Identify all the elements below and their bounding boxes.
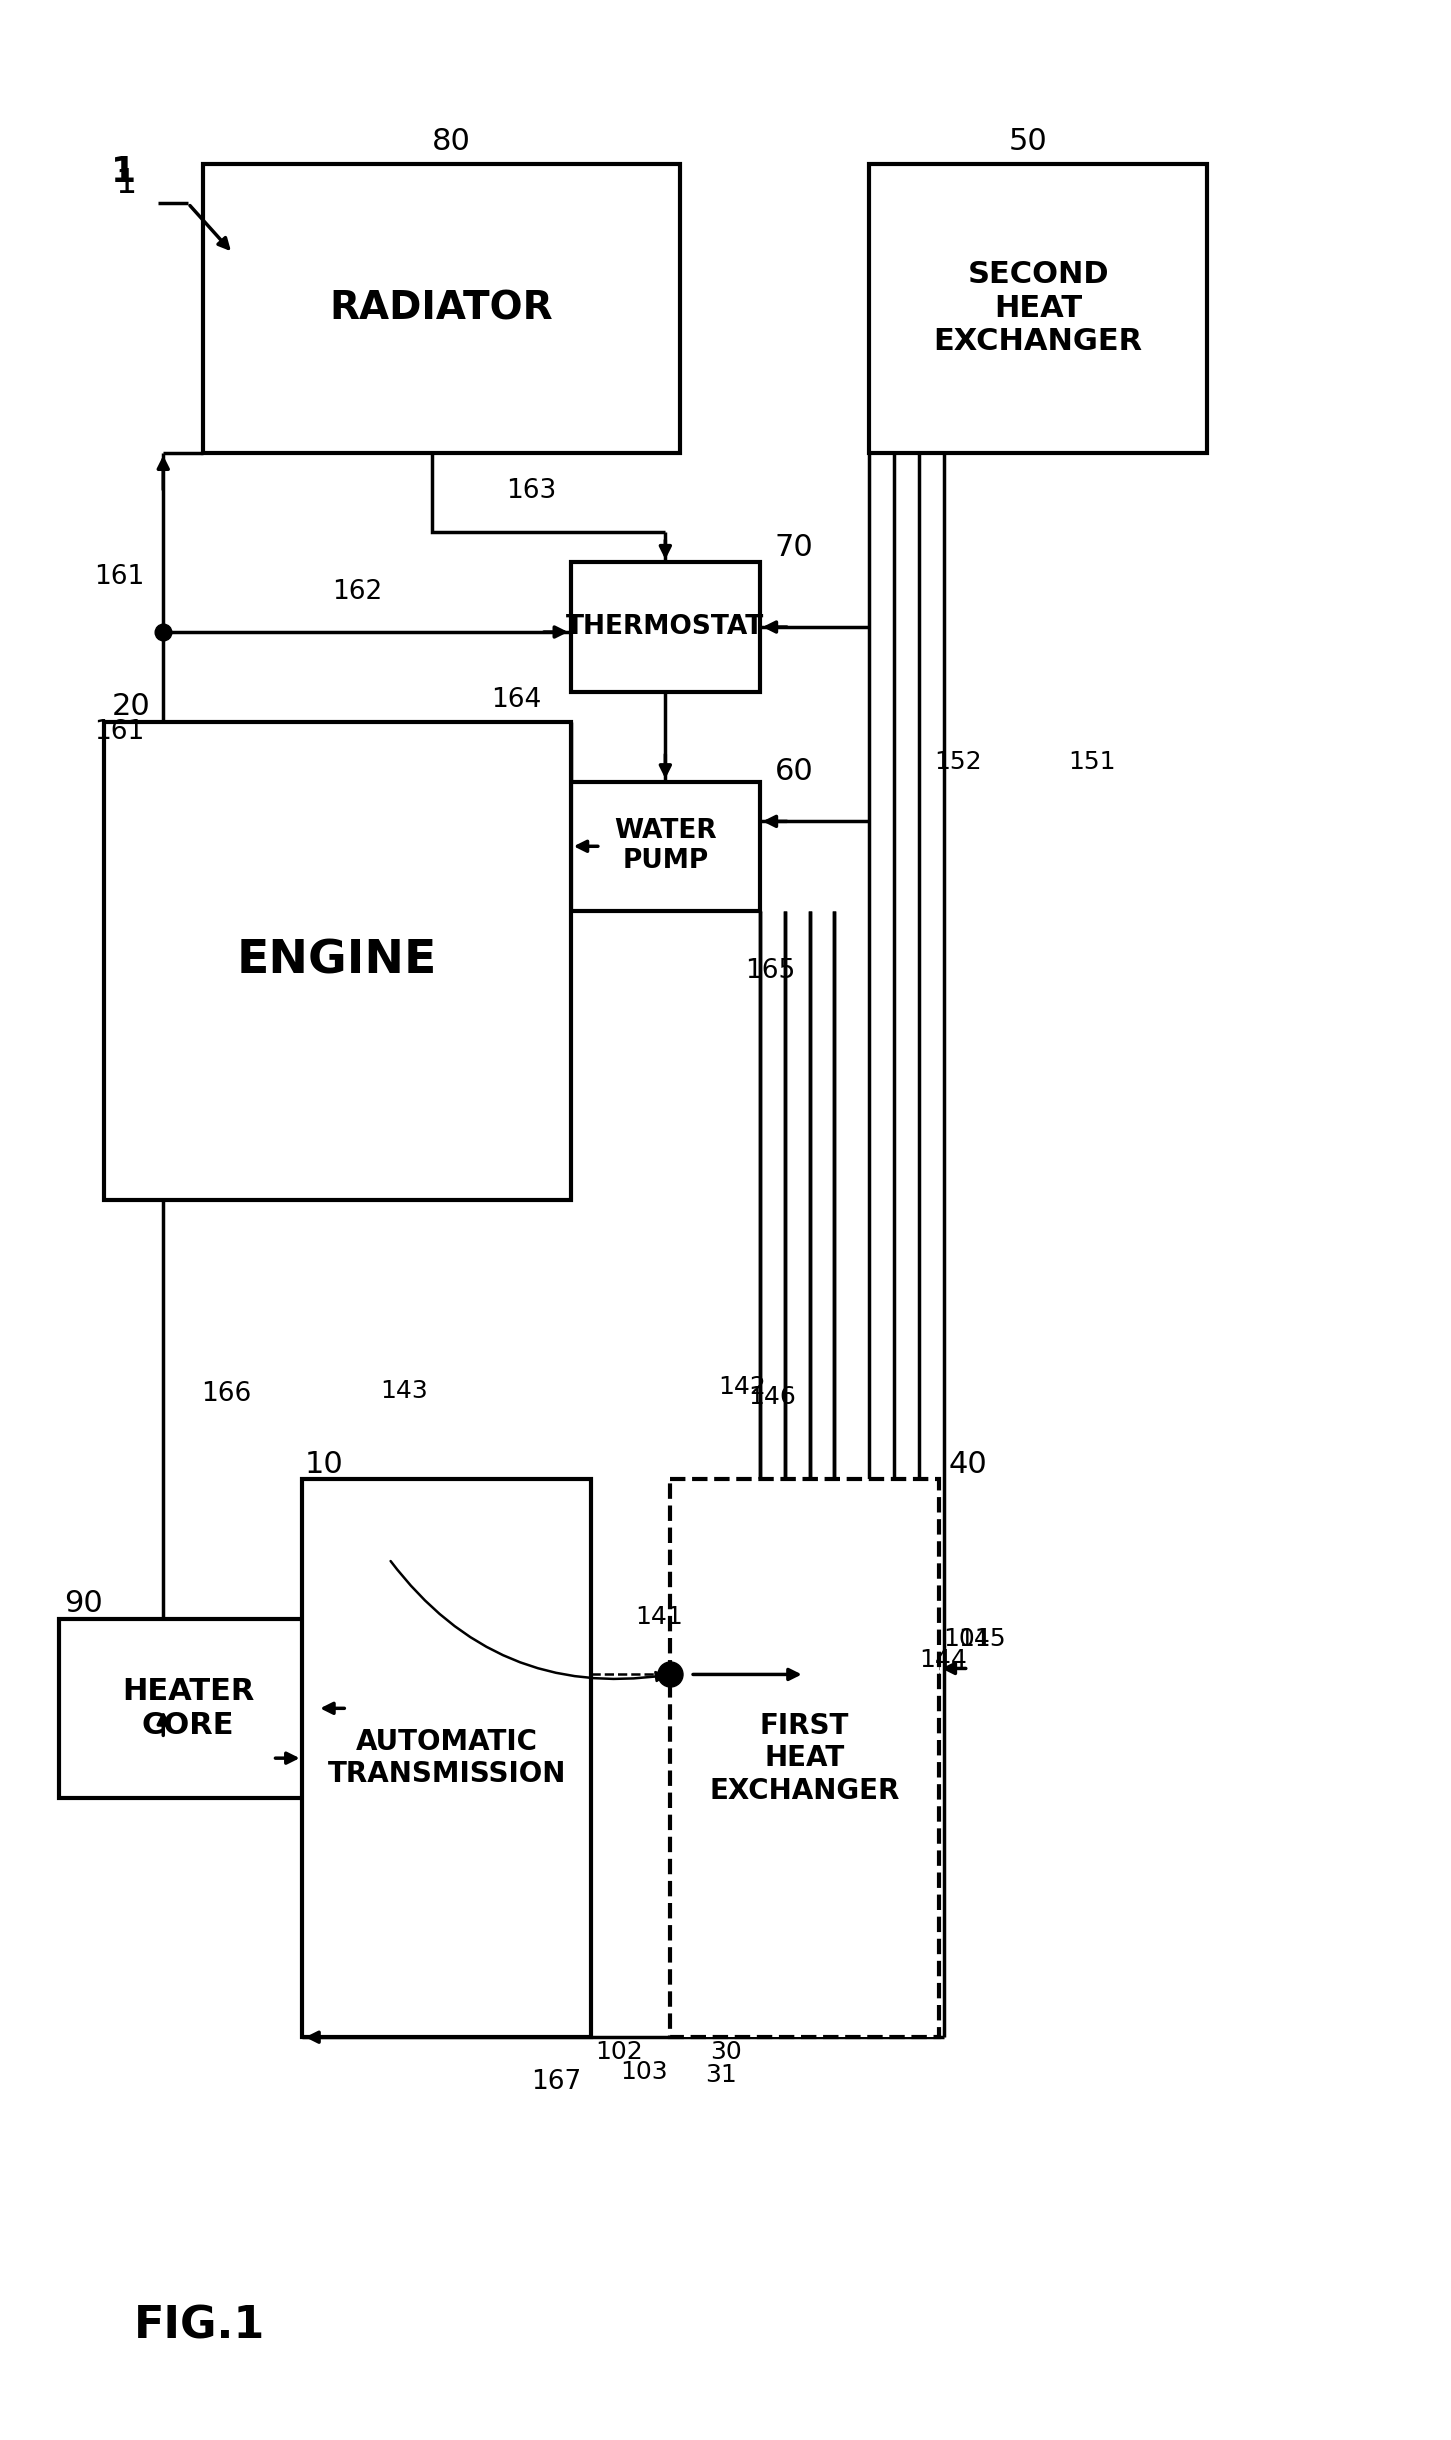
Text: 164: 164 [492,686,541,712]
Text: 50: 50 [1008,127,1048,156]
Text: 165: 165 [744,959,795,983]
Text: ENGINE: ENGINE [237,939,437,983]
Text: WATER
PUMP: WATER PUMP [614,817,717,874]
Text: 146: 146 [747,1386,795,1410]
Text: 80: 80 [432,127,470,156]
Text: 40: 40 [949,1449,988,1479]
Text: 102: 102 [596,2040,643,2064]
Text: 162: 162 [332,578,383,605]
Text: 151: 151 [1068,749,1116,773]
Text: AUTOMATIC
TRANSMISSION: AUTOMATIC TRANSMISSION [328,1728,566,1789]
Text: 101: 101 [943,1627,991,1649]
Bar [203,163,681,454]
Bar [59,1618,318,1798]
Text: 141: 141 [636,1606,683,1627]
Bar [670,1479,939,2037]
Text: 144: 144 [918,1649,966,1671]
Bar [103,722,570,1200]
Text: 161: 161 [94,564,144,590]
Text: 10: 10 [305,1449,344,1479]
Text: 152: 152 [934,749,981,773]
Text: 145: 145 [959,1627,1007,1649]
Bar [869,163,1207,454]
Bar [302,1479,591,2037]
Text: 1: 1 [116,166,136,200]
Text: FIRST
HEAT
EXCHANGER: FIRST HEAT EXCHANGER [710,1713,900,1806]
Text: THERMOSTAT: THERMOSTAT [566,615,765,639]
Bar [570,781,760,910]
Text: HEATER
CORE: HEATER CORE [122,1676,254,1740]
Text: 60: 60 [775,756,814,786]
Text: 167: 167 [531,2069,582,2096]
Text: FIG.1: FIG.1 [133,2306,264,2347]
Text: 30: 30 [710,2040,741,2064]
Text: RADIATOR: RADIATOR [329,288,553,327]
Text: 103: 103 [621,2059,669,2084]
Text: 166: 166 [202,1381,251,1408]
Text: 161: 161 [94,720,144,744]
Text: 143: 143 [380,1379,428,1403]
Text: 90: 90 [64,1588,103,1618]
Text: 1: 1 [110,154,136,188]
Text: SECOND
HEAT
EXCHANGER: SECOND HEAT EXCHANGER [933,261,1143,356]
Bar [570,561,760,693]
Text: 20: 20 [112,693,151,722]
Text: 163: 163 [506,478,557,503]
Text: 70: 70 [775,532,814,561]
Text: 142: 142 [718,1376,766,1401]
Text: 31: 31 [705,2064,737,2086]
